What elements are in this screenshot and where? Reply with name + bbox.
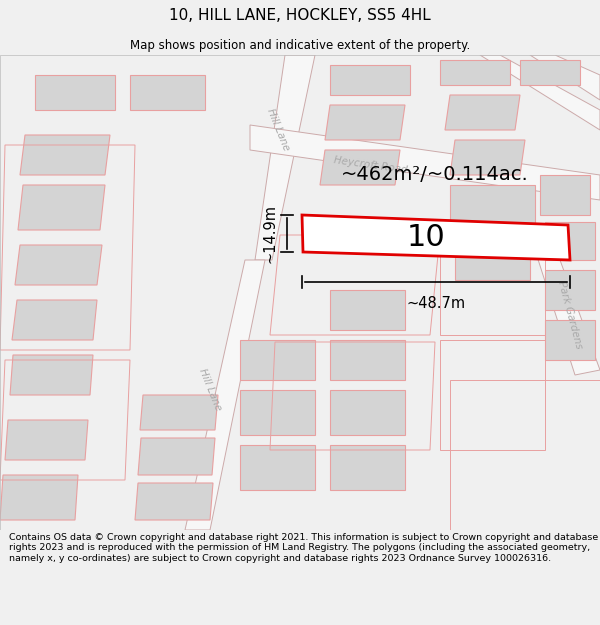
Text: 10, HILL LANE, HOCKLEY, SS5 4HL: 10, HILL LANE, HOCKLEY, SS5 4HL <box>169 8 431 23</box>
Polygon shape <box>255 55 315 260</box>
Polygon shape <box>12 300 97 340</box>
Polygon shape <box>545 320 595 360</box>
Text: ~462m²/~0.114ac.: ~462m²/~0.114ac. <box>341 166 529 184</box>
Text: Park Gardens: Park Gardens <box>556 280 584 350</box>
Text: Map shows position and indicative extent of the property.: Map shows position and indicative extent… <box>130 39 470 51</box>
Polygon shape <box>240 340 315 380</box>
Polygon shape <box>535 250 600 375</box>
Polygon shape <box>440 60 510 85</box>
Polygon shape <box>320 150 400 185</box>
Polygon shape <box>530 55 600 100</box>
Polygon shape <box>450 185 535 230</box>
Polygon shape <box>545 222 595 260</box>
Text: 10: 10 <box>406 224 445 253</box>
Polygon shape <box>20 135 110 175</box>
Text: Hill Lane: Hill Lane <box>197 368 223 413</box>
Polygon shape <box>250 125 600 200</box>
Polygon shape <box>455 240 530 280</box>
Polygon shape <box>185 260 265 530</box>
Text: ~48.7m: ~48.7m <box>406 296 466 311</box>
Polygon shape <box>520 60 580 85</box>
Polygon shape <box>330 390 405 435</box>
Text: Heycroft Road: Heycroft Road <box>332 155 407 175</box>
Polygon shape <box>445 95 520 130</box>
Text: Contains OS data © Crown copyright and database right 2021. This information is : Contains OS data © Crown copyright and d… <box>9 533 598 562</box>
Polygon shape <box>140 395 218 430</box>
Polygon shape <box>302 215 570 260</box>
Polygon shape <box>15 245 102 285</box>
Polygon shape <box>240 445 315 490</box>
Polygon shape <box>330 65 410 95</box>
Text: ~14.9m: ~14.9m <box>262 204 277 263</box>
Polygon shape <box>240 390 315 435</box>
Polygon shape <box>138 438 215 475</box>
Polygon shape <box>480 55 600 130</box>
Polygon shape <box>35 75 115 110</box>
Polygon shape <box>130 75 205 110</box>
Polygon shape <box>135 483 213 520</box>
Polygon shape <box>325 105 405 140</box>
Polygon shape <box>540 175 590 215</box>
Polygon shape <box>5 420 88 460</box>
Polygon shape <box>330 340 405 380</box>
Polygon shape <box>18 185 105 230</box>
Polygon shape <box>10 355 93 395</box>
Polygon shape <box>0 475 78 520</box>
Polygon shape <box>330 445 405 490</box>
Polygon shape <box>330 290 405 330</box>
Polygon shape <box>545 270 595 310</box>
Polygon shape <box>450 140 525 175</box>
Text: Hill Lane: Hill Lane <box>265 107 291 152</box>
